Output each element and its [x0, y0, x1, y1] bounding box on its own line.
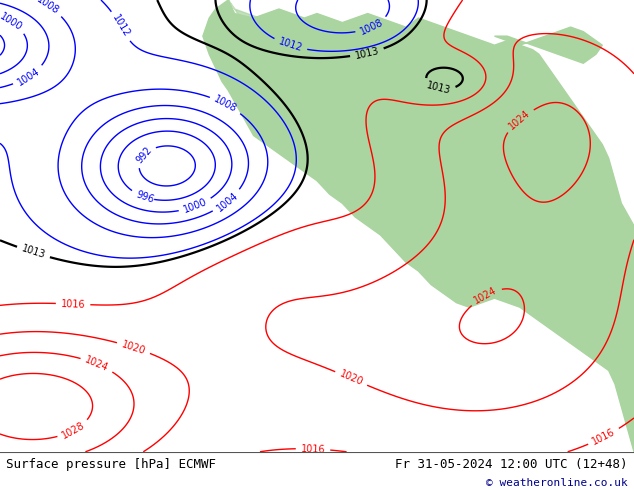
Text: 1024: 1024	[507, 108, 533, 132]
Text: 1016: 1016	[61, 298, 86, 310]
Text: 1024: 1024	[84, 355, 110, 373]
Text: 1020: 1020	[338, 369, 365, 388]
Text: 1008: 1008	[212, 94, 239, 115]
Polygon shape	[228, 0, 285, 32]
Text: 1024: 1024	[472, 285, 499, 306]
Text: 1008: 1008	[35, 0, 61, 17]
Text: Surface pressure [hPa] ECMWF: Surface pressure [hPa] ECMWF	[6, 458, 216, 470]
Text: 1012: 1012	[110, 13, 131, 39]
Text: 1013: 1013	[20, 244, 46, 261]
Text: 1004: 1004	[16, 66, 42, 87]
Text: 1020: 1020	[120, 339, 147, 356]
Text: 1028: 1028	[60, 420, 87, 441]
Text: © weatheronline.co.uk: © weatheronline.co.uk	[486, 478, 628, 488]
Text: 1012: 1012	[277, 37, 304, 54]
Text: 1008: 1008	[359, 17, 385, 37]
Text: Fr 31-05-2024 12:00 UTC (12+48): Fr 31-05-2024 12:00 UTC (12+48)	[395, 458, 628, 470]
Text: 1016: 1016	[591, 427, 617, 447]
Text: 1013: 1013	[354, 46, 380, 61]
Text: 1016: 1016	[301, 443, 325, 454]
Polygon shape	[495, 27, 602, 63]
Polygon shape	[203, 0, 634, 452]
Text: 1004: 1004	[214, 190, 240, 213]
Text: 1013: 1013	[425, 80, 451, 96]
Text: 1000: 1000	[0, 11, 24, 33]
Text: 996: 996	[134, 189, 155, 205]
Text: 1000: 1000	[182, 197, 209, 215]
Text: 992: 992	[134, 145, 153, 166]
